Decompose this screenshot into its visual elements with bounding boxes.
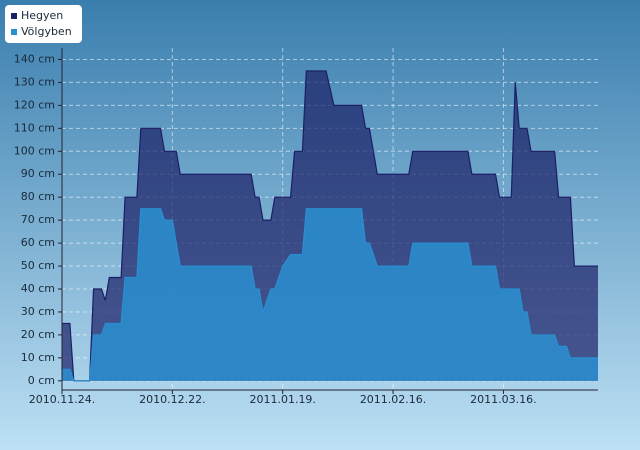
x-tick-label: 2011.03.16. bbox=[470, 393, 536, 406]
y-tick-label: 140 cm bbox=[14, 52, 55, 65]
y-tick-label: 50 cm bbox=[21, 259, 55, 272]
y-tick-label: 10 cm bbox=[21, 351, 55, 364]
y-tick-label: 60 cm bbox=[21, 236, 55, 249]
y-tick-label: 20 cm bbox=[21, 328, 55, 341]
x-tick-label: 2011.01.19. bbox=[249, 393, 315, 406]
y-tick-label: 30 cm bbox=[21, 305, 55, 318]
y-tick-label: 80 cm bbox=[21, 190, 55, 203]
x-tick-label: 2010.12.22. bbox=[139, 393, 205, 406]
x-tick-label: 2010.11.24. bbox=[29, 393, 95, 406]
area-line bbox=[62, 208, 598, 382]
legend-label: Hegyen bbox=[21, 9, 63, 22]
y-tick-label: 120 cm bbox=[14, 98, 55, 111]
legend-marker bbox=[11, 29, 17, 35]
y-tick-label: 90 cm bbox=[21, 167, 55, 180]
y-tick-label: 70 cm bbox=[21, 213, 55, 226]
y-tick-label: 40 cm bbox=[21, 282, 55, 295]
y-tick-label: 100 cm bbox=[14, 144, 55, 157]
y-tick-label: 0 cm bbox=[28, 374, 55, 387]
legend-box bbox=[5, 5, 82, 43]
legend-label: Völgyben bbox=[21, 25, 72, 38]
area bbox=[62, 208, 598, 381]
legend-marker bbox=[11, 13, 17, 19]
y-tick-label: 110 cm bbox=[14, 121, 55, 134]
area-line bbox=[62, 70, 598, 382]
y-tick-label: 130 cm bbox=[14, 75, 55, 88]
x-tick-label: 2011.02.16. bbox=[360, 393, 426, 406]
